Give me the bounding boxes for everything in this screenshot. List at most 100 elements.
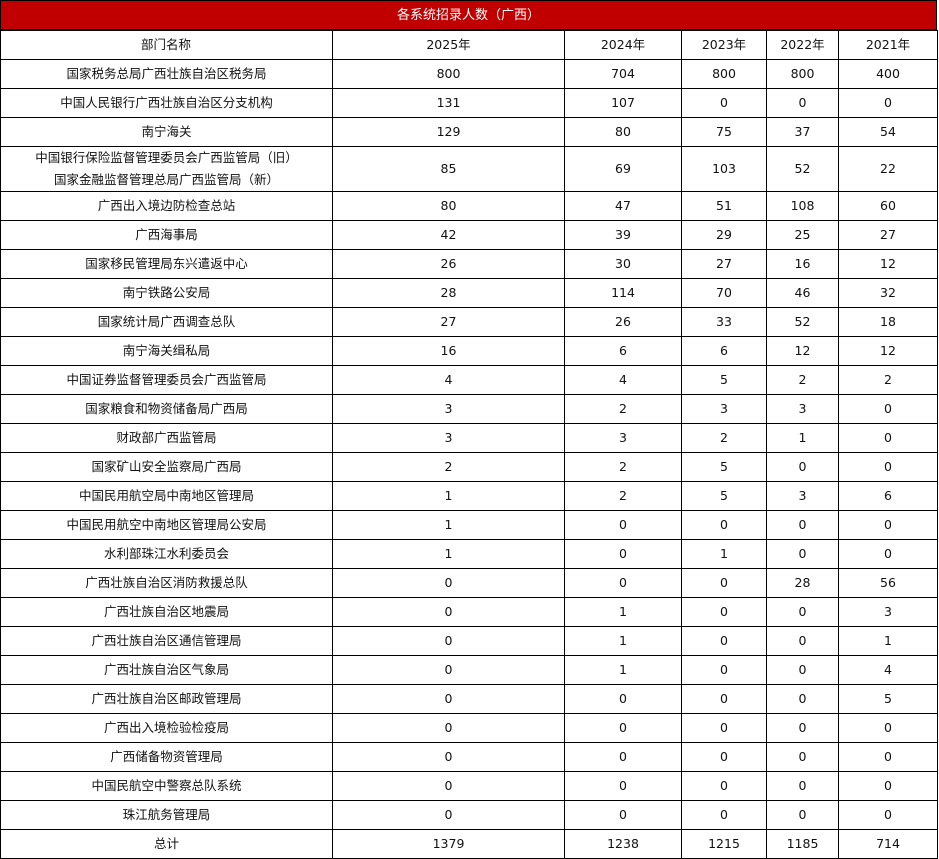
table-row: 广西海事局 42 39 29 25 27 bbox=[0, 220, 938, 250]
department-name: 国家统计局广西调查总队 bbox=[0, 307, 333, 337]
value-cell: 0 bbox=[681, 771, 767, 801]
value-cell: 80 bbox=[332, 191, 565, 221]
value-cell: 0 bbox=[564, 713, 682, 743]
table-row: 广西出入境检验检疫局 0 0 0 0 0 bbox=[0, 713, 938, 743]
value-cell: 69 bbox=[564, 146, 682, 192]
value-cell: 107 bbox=[564, 88, 682, 118]
value-cell: 4 bbox=[838, 655, 938, 685]
table-row: 国家矿山安全监察局广西局 2 2 5 0 0 bbox=[0, 452, 938, 482]
value-cell: 37 bbox=[766, 117, 839, 147]
table-row: 国家粮食和物资储备局广西局 3 2 3 3 0 bbox=[0, 394, 938, 424]
department-name-line: 广西壮族自治区气象局 bbox=[103, 662, 229, 677]
value-cell: 42 bbox=[332, 220, 565, 250]
table-row: 广西壮族自治区邮政管理局 0 0 0 0 5 bbox=[0, 684, 938, 714]
department-name: 广西出入境边防检查总站 bbox=[0, 191, 333, 221]
value-cell: 800 bbox=[332, 59, 565, 89]
department-name-line: 国家税务总局广西壮族自治区税务局 bbox=[66, 66, 267, 81]
value-cell: 4 bbox=[564, 365, 682, 395]
table-row: 广西壮族自治区消防救援总队 0 0 0 28 56 bbox=[0, 568, 938, 598]
value-cell: 47 bbox=[564, 191, 682, 221]
value-cell: 0 bbox=[838, 800, 938, 830]
value-cell: 0 bbox=[766, 452, 839, 482]
table-row: 广西储备物资管理局 0 0 0 0 0 bbox=[0, 742, 938, 772]
department-name: 国家税务总局广西壮族自治区税务局 bbox=[0, 59, 333, 89]
value-cell: 12 bbox=[838, 336, 938, 366]
department-name-line: 水利部珠江水利委员会 bbox=[103, 546, 229, 561]
value-cell: 1 bbox=[564, 597, 682, 627]
table-row: 国家税务总局广西壮族自治区税务局 800 704 800 800 400 bbox=[0, 59, 938, 89]
department-name-line: 广西壮族自治区消防救援总队 bbox=[85, 575, 248, 590]
department-name: 国家移民管理局东兴遣返中心 bbox=[0, 249, 333, 279]
department-name-line: 南宁海关 bbox=[141, 124, 192, 139]
value-cell: 114 bbox=[564, 278, 682, 308]
department-name-line: 广西壮族自治区邮政管理局 bbox=[91, 691, 242, 706]
department-name-line: 总计 bbox=[153, 836, 179, 851]
value-cell: 0 bbox=[681, 626, 767, 656]
department-name-line: 南宁海关缉私局 bbox=[122, 343, 211, 358]
value-cell: 0 bbox=[766, 626, 839, 656]
table-row: 南宁海关 129 80 75 37 54 bbox=[0, 117, 938, 147]
table-row: 中国银行保险监督管理委员会广西监管局（旧） 国家金融监督管理总局广西监管局（新） 8… bbox=[0, 146, 938, 192]
value-cell: 0 bbox=[332, 597, 565, 627]
value-cell: 56 bbox=[838, 568, 938, 598]
value-cell: 26 bbox=[564, 307, 682, 337]
value-cell: 129 bbox=[332, 117, 565, 147]
value-cell: 28 bbox=[332, 278, 565, 308]
value-cell: 52 bbox=[766, 307, 839, 337]
value-cell: 1 bbox=[564, 655, 682, 685]
value-cell: 28 bbox=[766, 568, 839, 598]
department-name: 财政部广西监管局 bbox=[0, 423, 333, 453]
table-row: 水利部珠江水利委员会 1 0 1 0 0 bbox=[0, 539, 938, 569]
value-cell: 704 bbox=[564, 59, 682, 89]
value-cell: 0 bbox=[332, 771, 565, 801]
value-cell: 0 bbox=[681, 800, 767, 830]
value-cell: 0 bbox=[766, 800, 839, 830]
table-row: 中国民航空中警察总队系统 0 0 0 0 0 bbox=[0, 771, 938, 801]
department-name: 中国人民银行广西壮族自治区分支机构 bbox=[0, 88, 333, 118]
department-name-line: 国家移民管理局东兴遣返中心 bbox=[85, 256, 248, 271]
value-cell: 5 bbox=[681, 365, 767, 395]
department-name-line: 中国银行保险监督管理委员会广西监管局（旧） bbox=[35, 150, 298, 165]
value-cell: 6 bbox=[838, 481, 938, 511]
value-cell: 108 bbox=[766, 191, 839, 221]
value-cell: 75 bbox=[681, 117, 767, 147]
department-name: 广西储备物资管理局 bbox=[0, 742, 333, 772]
value-cell: 0 bbox=[838, 771, 938, 801]
value-cell: 1 bbox=[838, 626, 938, 656]
column-header: 2025年 bbox=[332, 30, 565, 60]
value-cell: 0 bbox=[332, 742, 565, 772]
value-cell: 22 bbox=[838, 146, 938, 192]
value-cell: 52 bbox=[766, 146, 839, 192]
value-cell: 0 bbox=[681, 713, 767, 743]
value-cell: 0 bbox=[838, 88, 938, 118]
value-cell: 16 bbox=[766, 249, 839, 279]
value-cell: 0 bbox=[332, 684, 565, 714]
column-header: 部门名称 bbox=[0, 30, 333, 60]
value-cell: 0 bbox=[681, 655, 767, 685]
table-row: 广西壮族自治区气象局 0 1 0 0 4 bbox=[0, 655, 938, 685]
column-header: 2024年 bbox=[564, 30, 682, 60]
value-cell: 70 bbox=[681, 278, 767, 308]
department-name-line: 南宁铁路公安局 bbox=[122, 285, 211, 300]
value-cell: 3 bbox=[681, 394, 767, 424]
table-row: 国家移民管理局东兴遣返中心 26 30 27 16 12 bbox=[0, 249, 938, 279]
department-name: 中国民航空中警察总队系统 bbox=[0, 771, 333, 801]
value-cell: 0 bbox=[564, 742, 682, 772]
value-cell: 0 bbox=[766, 539, 839, 569]
value-cell: 2 bbox=[564, 452, 682, 482]
value-cell: 1238 bbox=[564, 829, 682, 859]
value-cell: 0 bbox=[681, 568, 767, 598]
value-cell: 3 bbox=[332, 394, 565, 424]
value-cell: 26 bbox=[332, 249, 565, 279]
department-name-line: 中国证券监督管理委员会广西监管局 bbox=[66, 372, 267, 387]
value-cell: 2 bbox=[564, 394, 682, 424]
value-cell: 0 bbox=[681, 88, 767, 118]
table-row: 中国民用航空中南地区管理局公安局 1 0 0 0 0 bbox=[0, 510, 938, 540]
value-cell: 3 bbox=[332, 423, 565, 453]
value-cell: 1 bbox=[766, 423, 839, 453]
department-name-line: 国家矿山安全监察局广西局 bbox=[91, 459, 242, 474]
value-cell: 1 bbox=[332, 510, 565, 540]
value-cell: 0 bbox=[766, 597, 839, 627]
department-name: 广西出入境检验检疫局 bbox=[0, 713, 333, 743]
value-cell: 32 bbox=[838, 278, 938, 308]
